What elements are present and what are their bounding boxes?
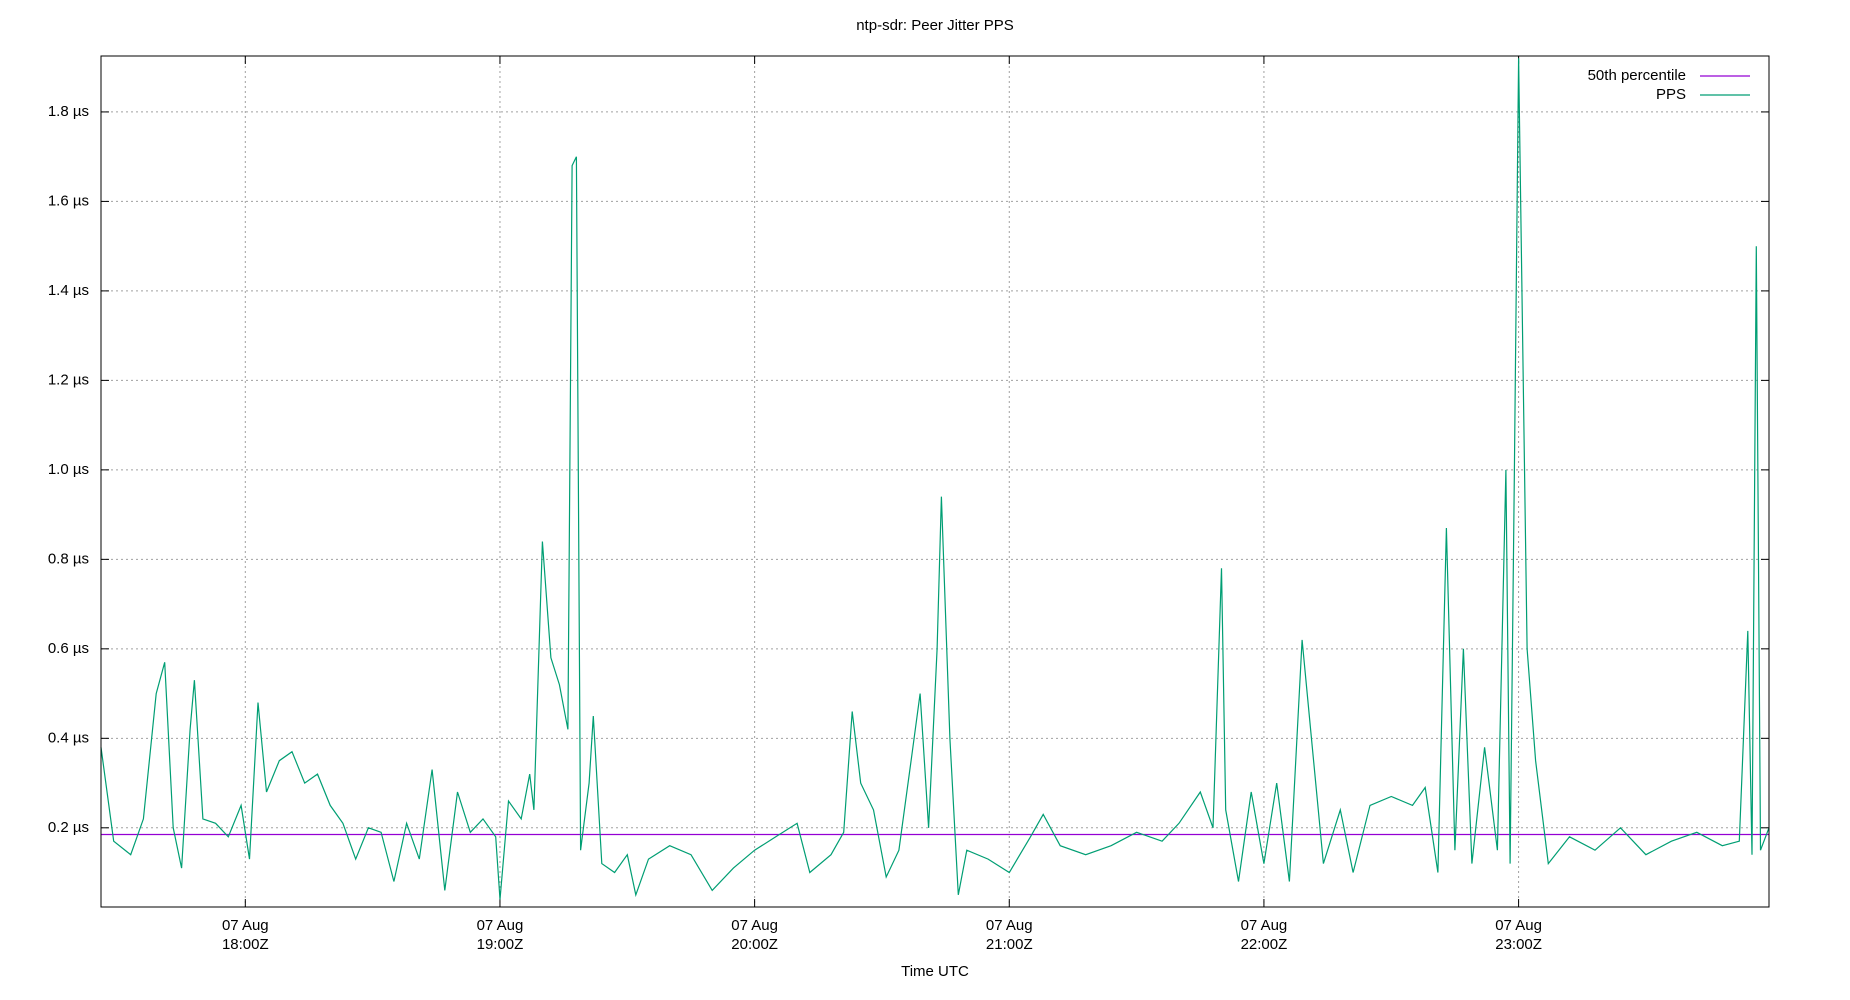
- x-tick-label: 18:00Z: [222, 936, 269, 953]
- y-tick-label: 1.4 µs: [48, 282, 89, 299]
- legend-label: 50th percentile: [1588, 67, 1686, 84]
- x-tick-label: 22:00Z: [1241, 936, 1288, 953]
- x-tick-label: 07 Aug: [731, 917, 778, 934]
- x-tick-label: 07 Aug: [477, 917, 524, 934]
- x-axis-label: Time UTC: [901, 963, 969, 980]
- x-tick-label: 21:00Z: [986, 936, 1033, 953]
- y-tick-label: 1.8 µs: [48, 103, 89, 120]
- x-tick-label: 23:00Z: [1495, 936, 1542, 953]
- y-tick-label: 1.0 µs: [48, 461, 89, 478]
- x-tick-label: 07 Aug: [222, 917, 269, 934]
- y-tick-label: 0.4 µs: [48, 729, 89, 746]
- plot-frame: [100, 55, 1770, 908]
- x-tick-label: 07 Aug: [1495, 917, 1542, 934]
- legend-label: PPS: [1656, 86, 1686, 103]
- chart-title: ntp-sdr: Peer Jitter PPS: [856, 17, 1014, 34]
- x-tick-label: 19:00Z: [477, 936, 524, 953]
- y-tick-label: 0.8 µs: [48, 550, 89, 567]
- series-line: [100, 58, 1770, 900]
- y-tick-label: 1.2 µs: [48, 371, 89, 388]
- y-tick-label: 0.6 µs: [48, 640, 89, 657]
- y-tick-label: 0.2 µs: [48, 819, 89, 836]
- x-tick-label: 07 Aug: [986, 917, 1033, 934]
- x-tick-label: 07 Aug: [1241, 917, 1288, 934]
- x-tick-label: 20:00Z: [731, 936, 778, 953]
- y-tick-label: 1.6 µs: [48, 192, 89, 209]
